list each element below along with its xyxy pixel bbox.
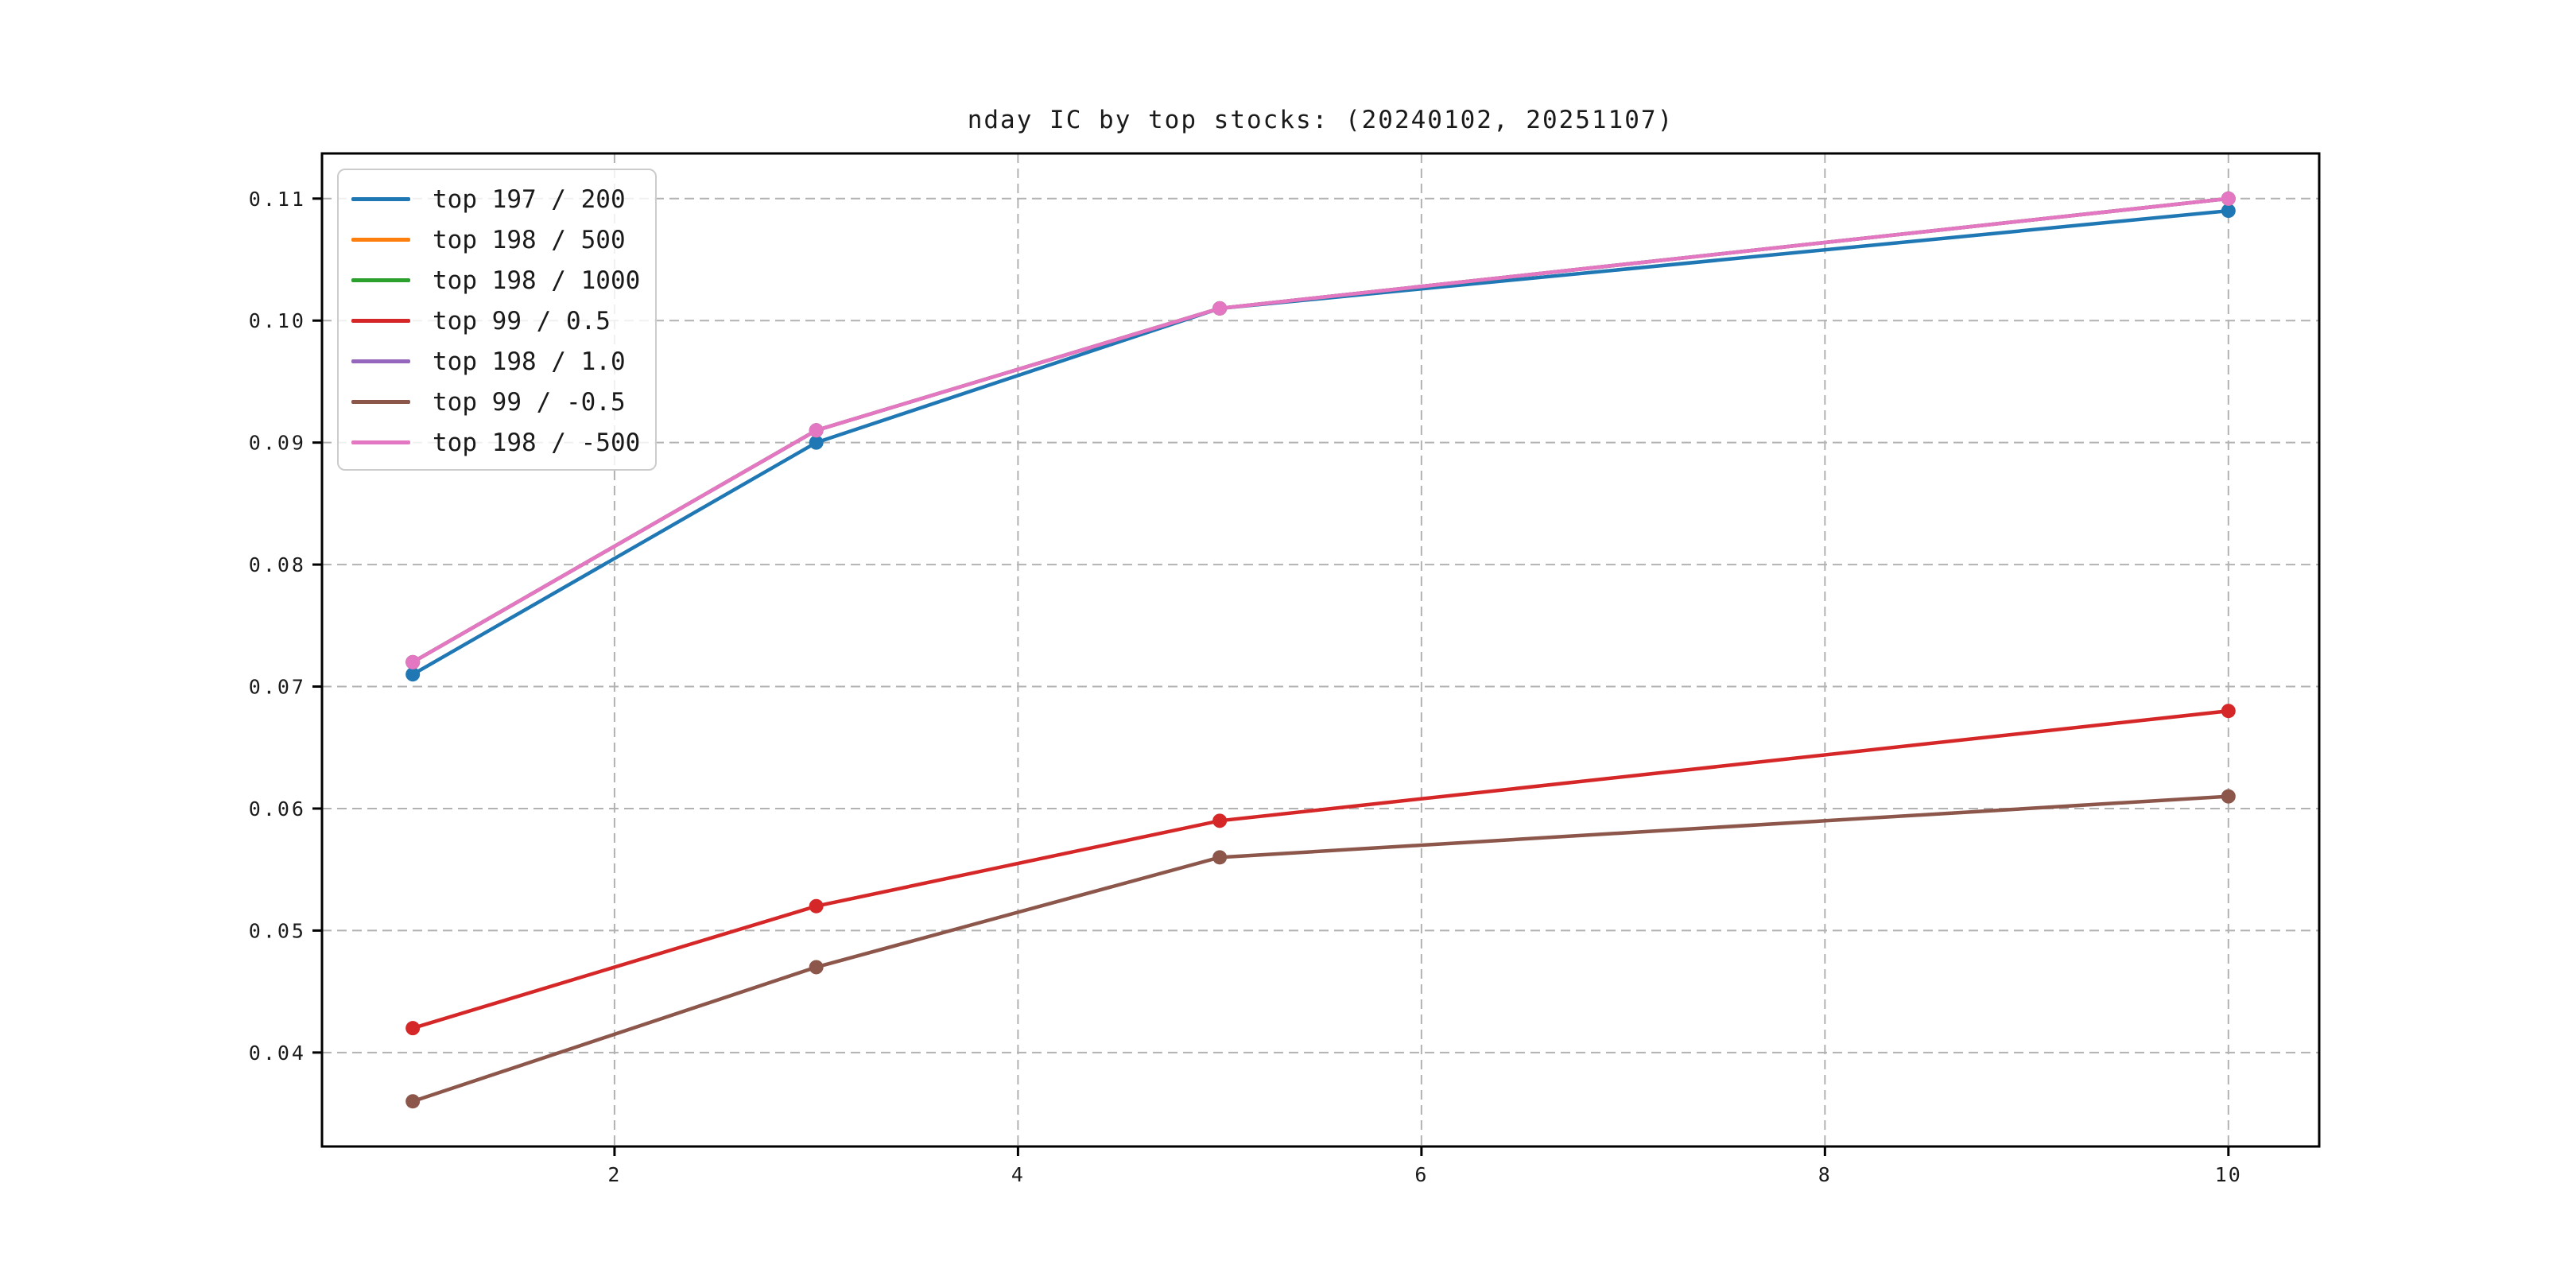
series-line <box>412 708 2229 1030</box>
data-point-marker <box>1212 850 1228 865</box>
x-tick-label: 2 <box>607 1163 621 1186</box>
legend-label: top 197 / 200 <box>433 184 626 214</box>
data-point-marker <box>2221 204 2236 219</box>
y-tick-label: 0.08 <box>249 553 306 576</box>
y-tick-label: 0.07 <box>249 676 306 699</box>
legend-line-sample <box>351 238 410 242</box>
legend-item: top 99 / -0.5 <box>351 382 655 422</box>
chart-title: nday IC by top stocks: (20240102, 202511… <box>967 106 1674 134</box>
data-point-marker <box>405 1094 421 1109</box>
legend-label: top 99 / -0.5 <box>433 387 626 417</box>
data-point-marker <box>405 1021 421 1036</box>
legend: top 197 / 200 top 198 / 500 top 198 / 10… <box>337 169 657 471</box>
data-point-marker <box>405 667 421 682</box>
series-line <box>412 196 2229 664</box>
y-tick-label: 0.09 <box>249 432 306 455</box>
data-point-marker <box>405 654 421 669</box>
x-tick-label: 10 <box>2215 1163 2242 1186</box>
legend-item: top 198 / -500 <box>351 422 655 463</box>
legend-item: top 197 / 200 <box>351 179 655 219</box>
series-line <box>412 794 2229 1104</box>
legend-line-sample <box>351 359 410 363</box>
legend-item: top 198 / 500 <box>351 219 655 260</box>
legend-item: top 99 / 0.5 <box>351 301 655 341</box>
data-point-marker <box>809 435 824 450</box>
legend-item: top 198 / 1.0 <box>351 341 655 382</box>
legend-line-sample <box>351 319 410 323</box>
data-point-marker <box>1212 813 1228 828</box>
x-tick-label: 6 <box>1414 1163 1428 1186</box>
y-tick-label: 0.05 <box>249 919 306 942</box>
x-tick-label: 8 <box>1818 1163 1832 1186</box>
legend-line-sample <box>351 278 410 282</box>
data-point-marker <box>2221 704 2236 719</box>
data-point-marker <box>809 898 824 914</box>
y-tick-label: 0.11 <box>249 188 306 211</box>
legend-label: top 198 / -500 <box>433 428 641 457</box>
series-line <box>412 196 2229 664</box>
data-point-marker <box>2221 191 2236 206</box>
legend-label: top 198 / 1000 <box>433 266 641 295</box>
legend-label: top 198 / 1.0 <box>433 347 626 376</box>
data-point-marker <box>2221 789 2236 804</box>
data-point-marker <box>1212 301 1228 316</box>
legend-label: top 99 / 0.5 <box>433 306 611 336</box>
series-line <box>412 196 2229 664</box>
legend-item: top 198 / 1000 <box>351 260 655 301</box>
legend-label: top 198 / 500 <box>433 225 626 254</box>
y-tick-label: 0.10 <box>249 309 306 332</box>
data-point-marker <box>809 960 824 975</box>
axes-border <box>320 152 2321 1148</box>
y-tick-label: 0.04 <box>249 1042 306 1065</box>
legend-line-sample <box>351 197 410 201</box>
y-tick-label: 0.06 <box>249 797 306 821</box>
legend-line-sample <box>351 400 410 404</box>
series-line <box>412 208 2229 677</box>
series-line <box>412 196 2229 664</box>
data-point-marker <box>809 423 824 438</box>
legend-line-sample <box>351 440 410 444</box>
x-tick-label: 4 <box>1011 1163 1025 1186</box>
